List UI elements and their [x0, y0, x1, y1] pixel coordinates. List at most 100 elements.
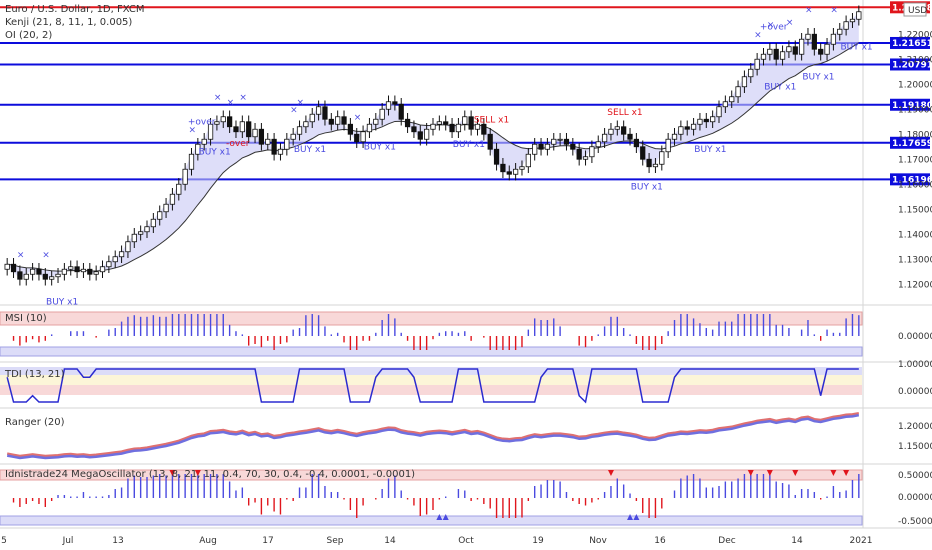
- price-tick: 1.22000: [898, 30, 932, 40]
- buy-signal-label: BUY x1: [46, 297, 78, 307]
- candle-body: [589, 146, 595, 158]
- candle-body: [125, 241, 131, 253]
- candle-body: [633, 138, 640, 148]
- candle-body: [36, 268, 42, 275]
- candle-body: [207, 123, 214, 140]
- candle-body: [296, 126, 303, 135]
- candle-body: [837, 28, 843, 35]
- candle-body: [17, 271, 23, 280]
- candle-body: [341, 116, 347, 125]
- candle-body: [87, 268, 93, 275]
- candle-body: [176, 183, 182, 195]
- time-tick: 2021: [850, 536, 873, 546]
- msi-lower-zone: [0, 346, 863, 357]
- time-tick: 17: [262, 536, 273, 546]
- price-tick: 1.14000: [898, 230, 932, 240]
- candle-body: [601, 133, 608, 143]
- msi-axis-tick: 0.00000: [898, 332, 932, 342]
- candle-body: [741, 76, 748, 88]
- candle-body: [366, 123, 373, 133]
- candle-body: [621, 126, 627, 135]
- indicator-kenji-label: Kenji (21, 8, 11, 1, 0.005): [5, 17, 132, 28]
- candle-body: [576, 148, 582, 160]
- candle-body: [398, 103, 404, 120]
- candle-body: [652, 163, 659, 168]
- candle-body: [798, 38, 805, 55]
- candle-body: [614, 126, 620, 130]
- cross-marker: ×: [214, 93, 222, 103]
- candle-body: [49, 276, 55, 280]
- level-tag: [890, 58, 930, 71]
- cross-marker: ×: [767, 20, 775, 30]
- time-tick: 13: [112, 536, 123, 546]
- price-tick: 1.20000: [898, 80, 932, 90]
- buy-signal-label: BUY x1: [453, 140, 485, 150]
- candle-body: [169, 193, 176, 205]
- candle-body: [557, 138, 563, 141]
- candle-body: [474, 123, 481, 130]
- candle-body: [684, 126, 690, 130]
- candle-body: [233, 126, 239, 133]
- sell-signal-label: SELL x1: [607, 108, 642, 118]
- mega-axis-tick: 0.50000: [898, 471, 932, 481]
- candle-body: [608, 128, 614, 135]
- level-tag: [890, 173, 930, 186]
- candle-body: [201, 138, 207, 145]
- candle-body: [779, 51, 786, 60]
- candle-body: [220, 116, 226, 123]
- candle-body: [716, 106, 722, 118]
- mega-sell-triangle: [194, 470, 201, 476]
- candle-body: [856, 11, 862, 20]
- candle-body: [512, 168, 519, 175]
- candle-body: [373, 118, 379, 125]
- msi-pane: 0.00000: [0, 311, 932, 357]
- candle-body: [23, 273, 29, 280]
- price-levels: 1.230781.216511.207911.191801.176591.161…: [0, 1, 932, 186]
- candle-body: [449, 123, 455, 133]
- candle-body: [392, 101, 398, 105]
- candle-body: [519, 166, 525, 170]
- mega-lower-zone: [0, 515, 863, 526]
- currency-badge[interactable]: [903, 2, 927, 17]
- candle-body: [290, 133, 296, 140]
- candle-body: [710, 116, 716, 123]
- cross-marker: ×: [297, 98, 305, 108]
- signal-markers: BUY x1 BUY x1 BUY x1 BUY x1 BUY x1 BUY x1 BUY …: [17, 0, 873, 307]
- time-tick: Aug: [199, 536, 217, 546]
- buy-signal-label: BUY x1: [294, 145, 326, 155]
- price-tick: 1.12000: [898, 280, 932, 290]
- candle-body: [4, 263, 10, 270]
- candle-body: [493, 148, 500, 165]
- tdi-pane: 1.00000 0.00000: [0, 360, 932, 404]
- candle-body: [455, 123, 462, 133]
- candle-body: [188, 153, 195, 170]
- candle-body: [157, 211, 163, 220]
- candle-body: [538, 143, 544, 150]
- candle-body: [722, 101, 728, 108]
- candle-body: [226, 116, 233, 128]
- mega-sell-triangle: [792, 470, 799, 476]
- buy-signal-label: BUY x1: [764, 82, 796, 92]
- mega-upper-zone: [0, 469, 863, 481]
- price-tick: 1.13000: [898, 255, 932, 265]
- candle-body: [195, 143, 201, 155]
- sell-signal-label: SELL x1: [474, 115, 509, 125]
- level-tag-label: 1.16196: [892, 175, 932, 185]
- candle-body: [436, 121, 442, 125]
- price-tick: 1.16000: [898, 180, 932, 190]
- candle-body: [385, 101, 392, 110]
- candle-body: [773, 48, 779, 60]
- candle-body: [99, 266, 106, 273]
- time-tick: 14: [791, 536, 803, 546]
- candle-body: [849, 18, 856, 23]
- under-label: -over: [226, 139, 250, 149]
- candle-body: [443, 121, 449, 125]
- mega-axis-tick: 0.00000: [898, 493, 932, 503]
- cross-marker: ×: [754, 30, 762, 40]
- candle-body: [703, 118, 709, 123]
- over-label: +over: [188, 117, 216, 127]
- candle-body: [792, 46, 798, 55]
- candle-body: [29, 268, 36, 275]
- candle-body: [468, 116, 474, 130]
